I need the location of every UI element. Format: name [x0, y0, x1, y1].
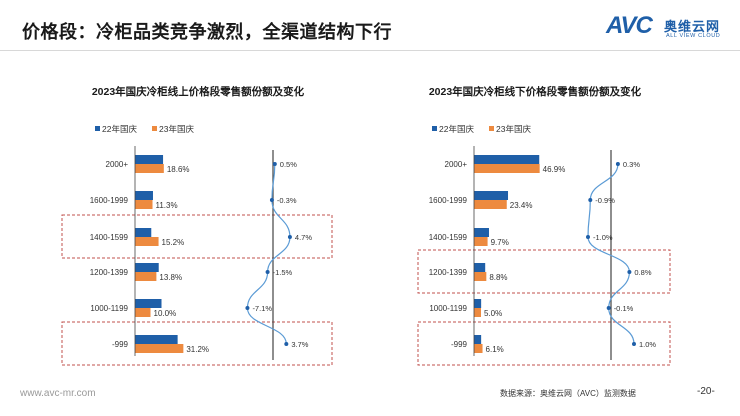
footer-source: 数据来源：奥维云网（AVC）监测数据 — [500, 389, 636, 398]
online-highlight-box — [61, 214, 333, 259]
online-value-label: 13.8% — [159, 273, 182, 282]
offline-bar-23 — [474, 200, 507, 209]
online-chart-title: 2023年国庆冷柜线上价格段零售额份额及变化 — [92, 85, 305, 98]
offline-bar-22 — [474, 228, 489, 237]
offline-value-label: 8.8% — [489, 273, 507, 282]
online-value-label: 18.6% — [167, 165, 190, 174]
offline-chart-title: 2023年国庆冷柜线下价格段零售额份额及变化 — [429, 85, 642, 98]
offline-change-point — [606, 306, 611, 310]
online-bar-23 — [135, 308, 151, 317]
online-bar-22 — [135, 263, 159, 272]
offline-highlight-box — [417, 321, 671, 366]
online-value-label: 15.2% — [162, 238, 185, 247]
online-bar-23 — [135, 200, 153, 209]
offline-bar-23 — [474, 237, 488, 246]
offline-value-label: 23.4% — [510, 201, 533, 210]
offline-category-label: 1600-1999 — [429, 196, 468, 205]
logo-tagline: ALL VIEW CLOUD — [666, 33, 721, 39]
offline-value-label: 6.1% — [486, 345, 504, 354]
online-value-label: 31.2% — [186, 345, 209, 354]
offline-legend-label-22: 22年国庆 — [439, 124, 474, 134]
offline-bar-22 — [474, 335, 482, 344]
online-change-label: -1.5% — [273, 268, 293, 277]
offline-bar-23 — [474, 164, 540, 173]
online-change-point — [245, 306, 250, 310]
offline-change-label: 1.0% — [639, 340, 656, 349]
online-bar-22 — [135, 335, 178, 344]
online-bar-23 — [135, 272, 157, 281]
offline-bar-22 — [474, 263, 486, 272]
offline-change-label: 0.3% — [623, 160, 640, 169]
offline-category-label: 2000+ — [445, 160, 468, 169]
online-category-label: 1600-1999 — [90, 196, 129, 205]
offline-change-point — [586, 235, 590, 239]
online-category-label: 2000+ — [106, 160, 129, 169]
online-category-label: 1000-1199 — [90, 304, 128, 313]
online-highlight-box — [61, 321, 333, 366]
online-change-label: 0.5% — [280, 160, 297, 169]
offline-bar-22 — [474, 299, 482, 308]
online-category-label: -999 — [112, 340, 129, 349]
offline-category-label: 1400-1599 — [429, 233, 468, 242]
online-legend-label-22: 22年国庆 — [102, 124, 137, 134]
online-legend-swatch-22 — [95, 126, 100, 131]
online-value-label: 10.0% — [154, 309, 177, 318]
offline-bar-23 — [474, 308, 481, 317]
online-change-point — [265, 270, 270, 274]
online-change-label: 4.7% — [295, 233, 312, 242]
online-change-point — [284, 342, 289, 346]
offline-legend-label-23: 23年国庆 — [496, 124, 531, 134]
offline-category-label: 1000-1199 — [429, 304, 467, 313]
offline-value-label: 46.9% — [543, 165, 566, 174]
footer-url[interactable]: www.avc-mr.com — [20, 388, 96, 399]
offline-highlight-box — [417, 249, 671, 294]
online-change-label: -7.1% — [252, 304, 272, 313]
offline-change-point — [588, 198, 593, 202]
online-change-curve — [246, 163, 291, 345]
online-bar-23 — [135, 237, 159, 246]
online-change-label: 3.7% — [291, 340, 308, 349]
offline-bar-23 — [474, 272, 487, 281]
offline-legend-swatch-22 — [432, 126, 437, 131]
online-bar-22 — [135, 299, 162, 308]
offline-change-point — [632, 342, 636, 346]
offline-change-label: -0.9% — [595, 196, 615, 205]
online-change-point — [272, 162, 277, 166]
offline-bar-23 — [474, 344, 483, 353]
online-bar-23 — [135, 164, 164, 173]
online-bar-22 — [135, 191, 153, 200]
online-category-label: 1200-1399 — [90, 268, 129, 277]
offline-category-label: -999 — [451, 340, 468, 349]
online-change-point — [269, 198, 274, 202]
online-change-label: -0.3% — [277, 196, 297, 205]
logo-name: 奥维云网 — [664, 19, 721, 34]
online-bar-22 — [135, 155, 164, 164]
online-value-label: 11.3% — [156, 201, 178, 210]
offline-legend-swatch-23 — [489, 126, 494, 131]
offline-bar-22 — [474, 191, 509, 200]
title-divider — [0, 50, 740, 51]
offline-change-label: 0.8% — [634, 268, 651, 277]
offline-change-point — [615, 162, 620, 166]
online-legend-label-23: 23年国庆 — [159, 124, 194, 134]
offline-change-label: -0.1% — [614, 304, 634, 313]
offline-value-label: 9.7% — [491, 238, 509, 247]
online-bar-22 — [135, 228, 152, 237]
online-category-label: 1400-1599 — [90, 233, 129, 242]
offline-value-label: 5.0% — [484, 309, 502, 318]
avc-logo: AVC 奥维云网 ALL VIEW CLOUD — [606, 12, 726, 44]
online-legend-swatch-23 — [152, 126, 157, 131]
offline-change-curve — [587, 163, 635, 345]
offline-change-point — [627, 270, 632, 274]
page-title: 价格段：冷柜品类竞争激烈，全渠道结构下行 — [22, 22, 392, 42]
offline-category-label: 1200-1399 — [429, 268, 468, 277]
online-bar-23 — [135, 344, 184, 353]
online-change-point — [287, 235, 292, 239]
logo-mark: AVC — [606, 12, 653, 39]
page-number: -20- — [697, 386, 715, 397]
offline-bar-22 — [474, 155, 540, 164]
offline-change-label: -1.0% — [593, 233, 613, 242]
